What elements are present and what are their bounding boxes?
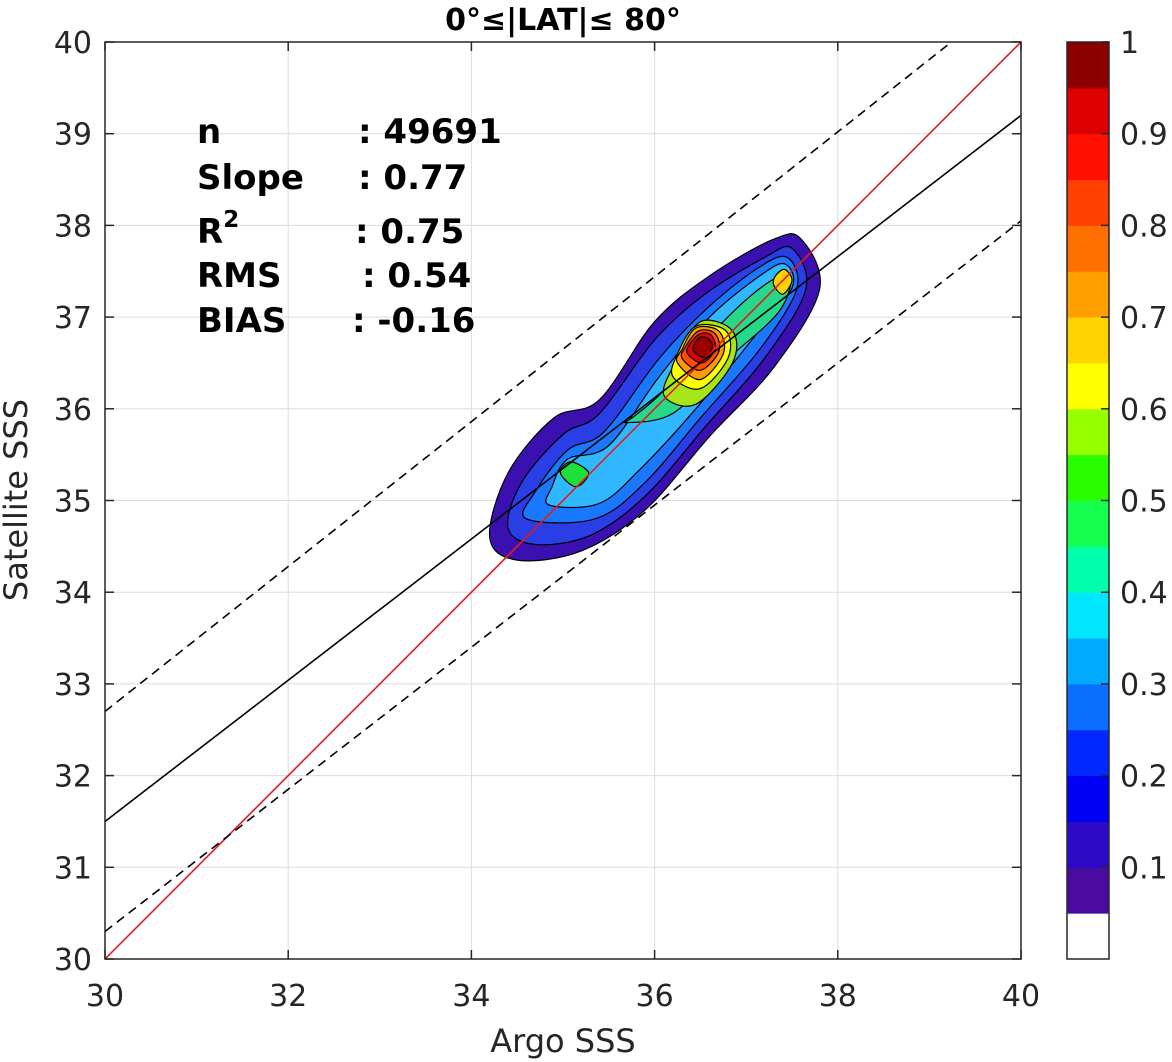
- colorbar-swatch: [1067, 225, 1109, 272]
- colorbar-swatch: [1067, 271, 1109, 318]
- density-contour: [692, 336, 713, 359]
- axis-ticks: 30 32 34 36 38 40 30 31 32 33 34 35 36 37 38 39 40: [54, 26, 1040, 1014]
- colorbar-swatch: [1067, 42, 1109, 89]
- colorbar-tick-label: 0.6: [1120, 393, 1168, 428]
- stat-value: : 0.54: [362, 256, 471, 296]
- colorbar-swatch: [1067, 362, 1109, 410]
- stat-value: : 0.77: [358, 158, 467, 198]
- y-tick-label: 35: [54, 485, 92, 520]
- colorbar-swatch: [1067, 454, 1109, 501]
- colorbar-tick-label: 0.9: [1120, 118, 1168, 153]
- lower-bound-line: [105, 220, 1021, 933]
- colorbar-swatch: [1067, 592, 1109, 639]
- stat-value: : 49691: [358, 112, 502, 152]
- colorbar-swatch: [1067, 913, 1109, 960]
- colorbar-tick-label: 0.4: [1120, 576, 1168, 611]
- fit-line: [105, 114, 1021, 823]
- colorbar-swatch: [1067, 867, 1109, 914]
- y-tick-label: 36: [54, 393, 92, 428]
- reference-lines: [105, 42, 1021, 959]
- colorbar-tick-label: 0.5: [1120, 485, 1168, 520]
- colorbar-swatch: [1067, 729, 1109, 777]
- colorbar-tick-label: 0.8: [1120, 209, 1168, 244]
- stats-box: n : 49691 Slope : 0.77 R2 : 0.75 RMS : 0.54 BIAS…: [197, 112, 502, 341]
- stat-value: : 0.75: [355, 212, 464, 252]
- colorbar: 1 0.9 0.8 0.7 0.6 0.5 0.4 0.3 0.2 0.1: [1066, 26, 1168, 960]
- y-tick-label: 34: [54, 576, 92, 611]
- x-axis-title: Argo SSS: [490, 1022, 635, 1060]
- colorbar-swatch: [1067, 638, 1109, 685]
- x-tick-label: 32: [269, 979, 307, 1014]
- colorbar-swatch: [1067, 546, 1109, 593]
- y-tick-label: 33: [54, 668, 92, 703]
- y-tick-label: 31: [54, 851, 92, 886]
- x-tick-label: 38: [819, 979, 857, 1014]
- colorbar-swatch: [1067, 317, 1109, 364]
- y-tick-label: 40: [54, 26, 92, 61]
- y-axis-title: Satellite SSS: [0, 399, 35, 601]
- stat-label: RMS: [197, 256, 282, 296]
- upper-bound-line: [105, 42, 953, 713]
- colorbar-swatch: [1067, 775, 1109, 822]
- stat-label: n: [197, 112, 221, 152]
- stat-label-superscript: 2: [223, 207, 239, 233]
- colorbar-tick-label: 0.1: [1120, 851, 1168, 886]
- colorbar-swatch: [1067, 133, 1109, 181]
- y-tick-label: 32: [54, 760, 92, 795]
- colorbar-swatch: [1067, 408, 1109, 456]
- colorbar-tick-label: 1: [1120, 26, 1139, 61]
- x-tick-label: 40: [1002, 979, 1040, 1014]
- x-tick-label: 34: [452, 979, 490, 1014]
- colorbar-tick-label: 0.7: [1120, 301, 1168, 336]
- one-to-one-line: [105, 42, 1021, 959]
- y-tick-label: 30: [54, 943, 92, 978]
- colorbar-swatch: [1067, 821, 1109, 868]
- x-tick-label: 36: [636, 979, 674, 1014]
- y-tick-label: 38: [54, 209, 92, 244]
- y-tick-label: 37: [54, 301, 92, 336]
- colorbar-tick-label: 0.2: [1120, 760, 1168, 795]
- x-tick-label: 30: [86, 979, 124, 1014]
- y-tick-label: 39: [54, 118, 92, 153]
- colorbar-swatch: [1067, 500, 1109, 547]
- stat-label: BIAS: [197, 301, 286, 341]
- colorbar-swatch: [1067, 683, 1109, 731]
- chart-title: 0°≤|LAT|≤ 80°: [445, 3, 681, 38]
- colorbar-tick-label: 0.3: [1120, 668, 1168, 703]
- stat-label: R2: [197, 207, 239, 252]
- stat-label: Slope: [197, 158, 304, 198]
- colorbar-swatch: [1067, 87, 1109, 135]
- colorbar-swatch: [1067, 179, 1109, 226]
- stat-value: : -0.16: [352, 301, 475, 341]
